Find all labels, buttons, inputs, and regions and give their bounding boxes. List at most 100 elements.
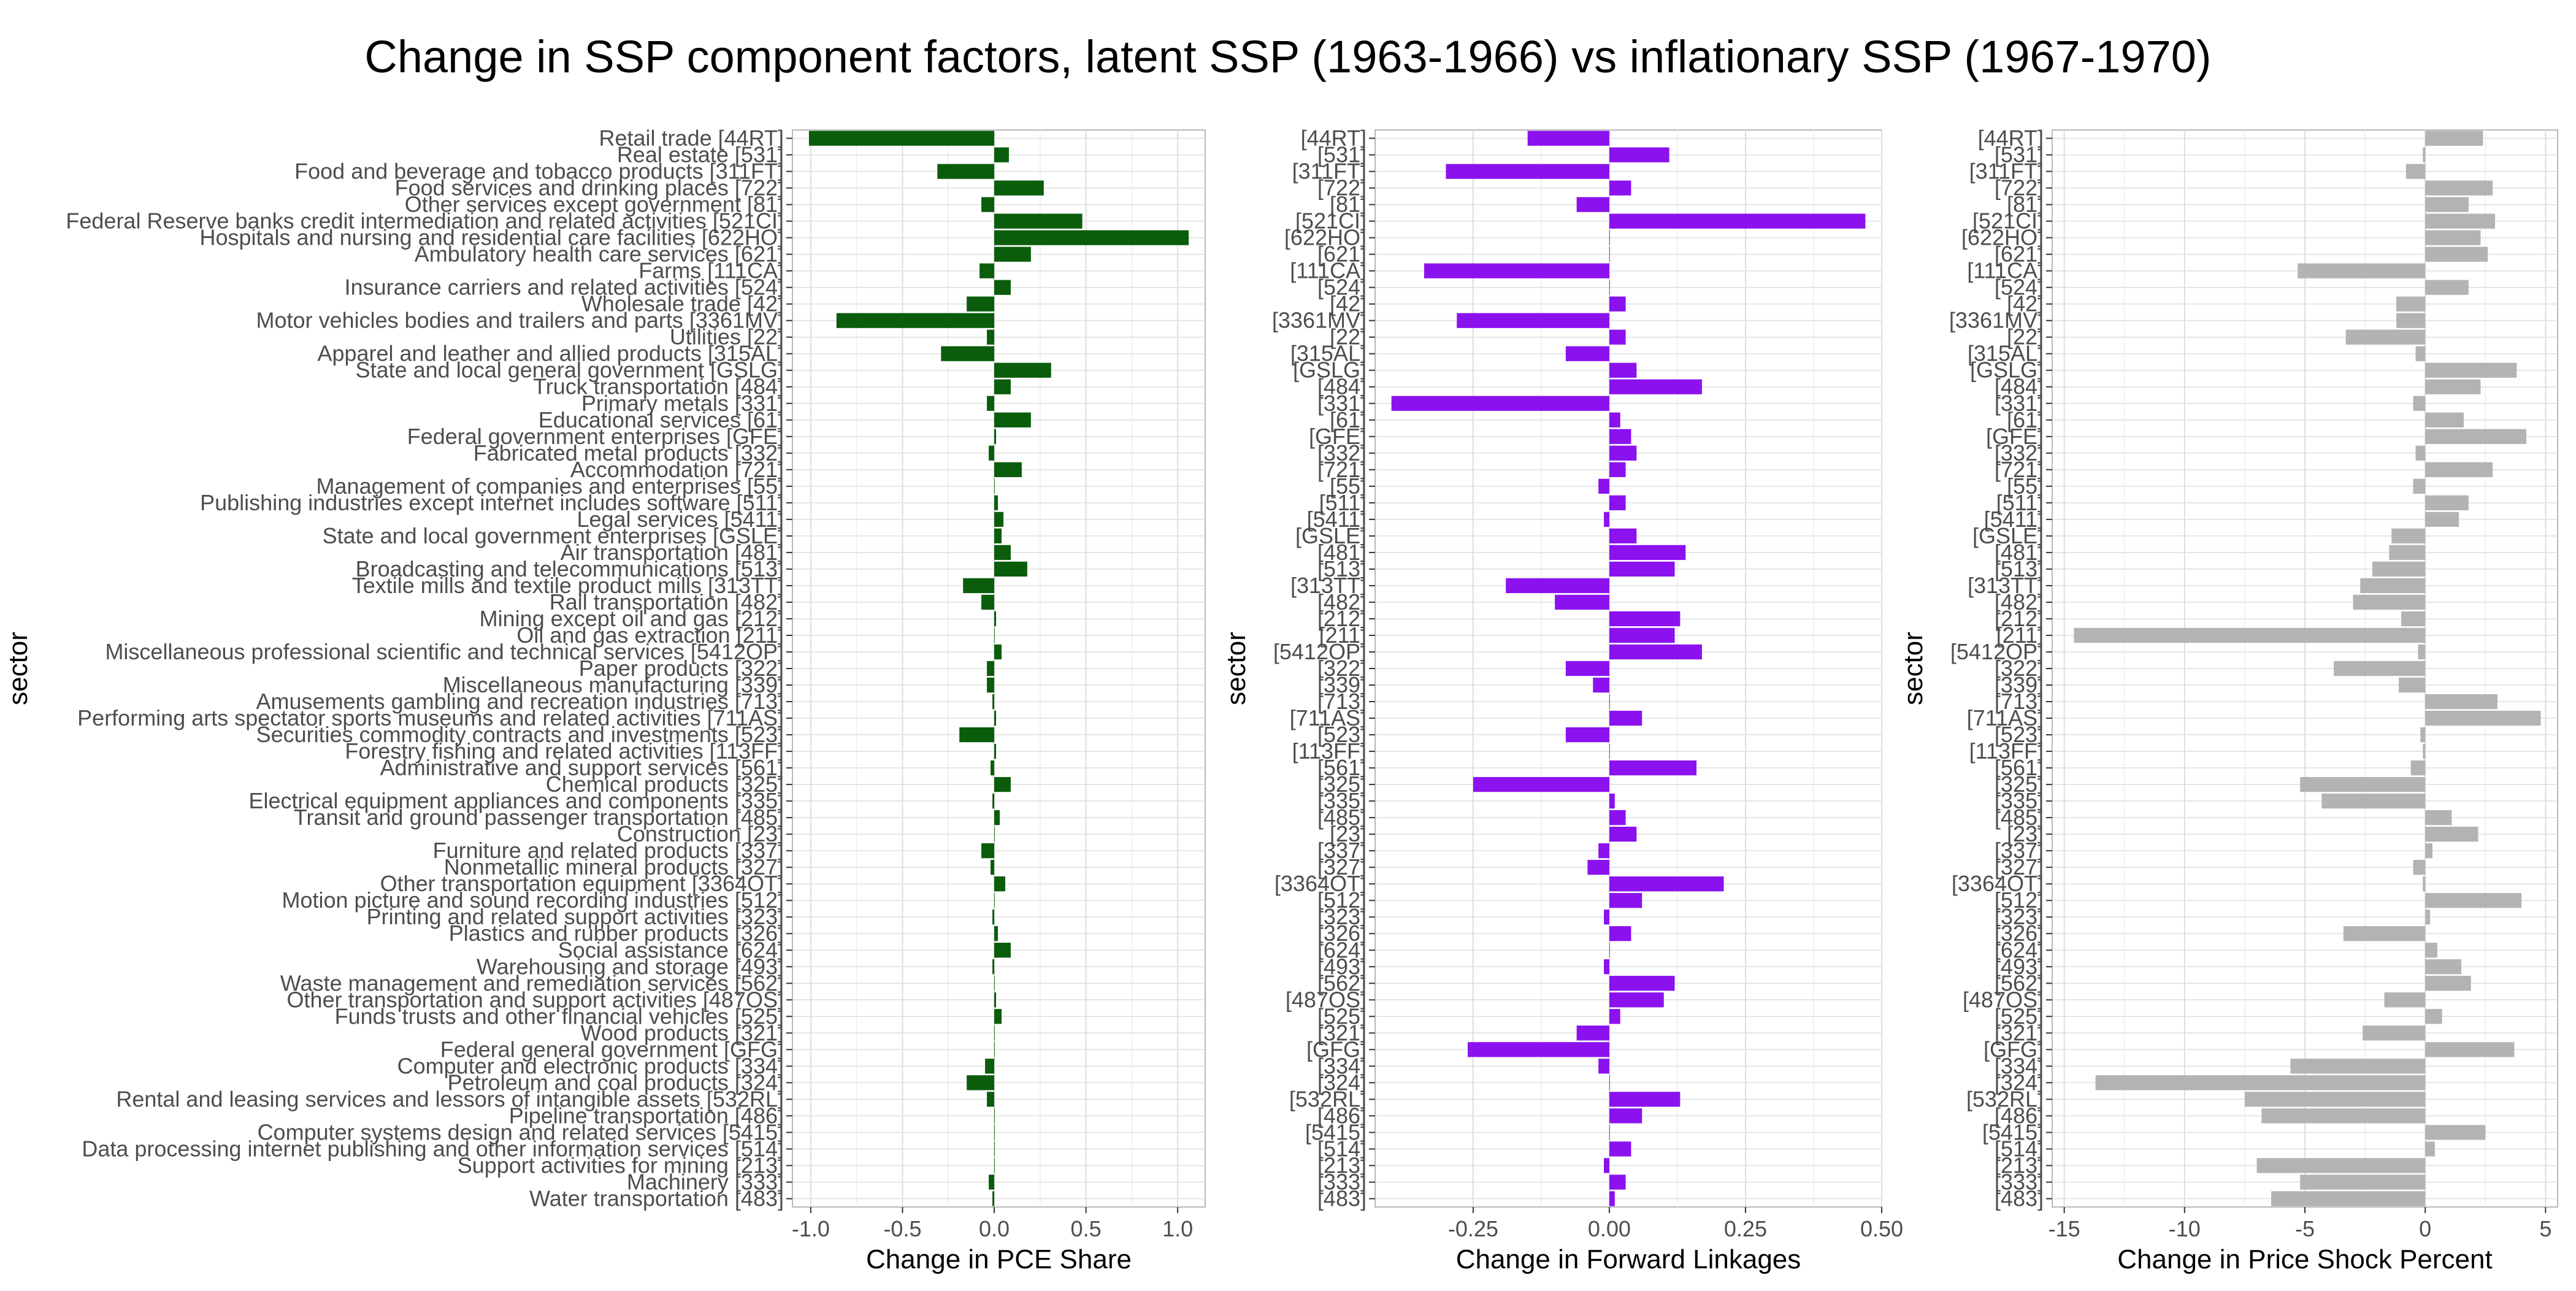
category-label: [81] bbox=[2007, 192, 2044, 217]
bar bbox=[1609, 213, 1866, 229]
category-label: [332] bbox=[1995, 440, 2044, 465]
category-label: [3361MV] bbox=[1272, 308, 1367, 333]
bar bbox=[1609, 545, 1686, 561]
category-label: [3364OT] bbox=[1952, 871, 2044, 896]
bar bbox=[994, 893, 995, 908]
bar bbox=[1473, 776, 1609, 792]
bar bbox=[994, 627, 995, 643]
bar bbox=[994, 528, 1002, 544]
category-label: [561] bbox=[1995, 755, 2044, 780]
category-label: [337] bbox=[1995, 838, 2044, 863]
bar bbox=[2353, 594, 2426, 610]
category-label: Insurance carriers and related activitie… bbox=[345, 275, 784, 300]
bar bbox=[2410, 760, 2426, 776]
category-label: Accommodation [721] bbox=[570, 457, 784, 482]
bar bbox=[2425, 213, 2495, 229]
category-label: [513] bbox=[1995, 556, 2044, 581]
x-axis-title: Change in PCE Share bbox=[866, 1244, 1132, 1274]
bar bbox=[1604, 910, 1609, 925]
category-label: Primary metals [331] bbox=[581, 391, 784, 416]
bar bbox=[994, 545, 1011, 561]
bar bbox=[994, 1025, 995, 1041]
bar bbox=[994, 412, 1031, 427]
bar bbox=[994, 511, 1003, 527]
category-label: [326] bbox=[1317, 921, 1367, 946]
category-label: Wholesale trade [42] bbox=[581, 291, 784, 316]
bar bbox=[994, 810, 1000, 826]
bar bbox=[985, 1059, 995, 1074]
x-tick-label: 0.25 bbox=[1724, 1216, 1767, 1241]
bar bbox=[994, 743, 997, 759]
bar bbox=[2389, 545, 2426, 561]
category-label: Computer systems design and related serv… bbox=[258, 1119, 784, 1144]
category-label: [5412OP] bbox=[1950, 639, 2044, 664]
bar bbox=[991, 760, 995, 776]
bar bbox=[1598, 478, 1609, 494]
category-label: Food services and drinking places [722] bbox=[395, 175, 784, 201]
category-label: Federal general government [GFG] bbox=[440, 1036, 784, 1062]
category-label: [482] bbox=[1317, 589, 1367, 615]
x-tick-label: 0.0 bbox=[979, 1216, 1010, 1241]
category-label: State and local general government [GSLG… bbox=[356, 358, 784, 383]
category-label: Waste management and remediation service… bbox=[280, 970, 784, 995]
bar bbox=[1506, 578, 1609, 594]
category-label: [524] bbox=[1317, 275, 1367, 300]
bar bbox=[2425, 230, 2481, 245]
bar bbox=[1609, 893, 1643, 908]
category-label: [621] bbox=[1317, 242, 1367, 267]
category-label: Electrical equipment appliances and comp… bbox=[248, 788, 784, 813]
bar bbox=[991, 860, 995, 875]
category-label: Educational services [61] bbox=[539, 407, 784, 432]
bar bbox=[1609, 362, 1637, 378]
bar bbox=[2298, 263, 2426, 278]
category-label: [523] bbox=[1317, 722, 1367, 747]
bar bbox=[2418, 644, 2426, 660]
category-label: [624] bbox=[1995, 937, 2044, 962]
bar bbox=[2256, 1158, 2426, 1173]
category-label: Securities commodity contracts and inves… bbox=[256, 722, 784, 747]
category-label: [315AL] bbox=[1968, 341, 2044, 366]
bar bbox=[2413, 478, 2426, 494]
category-label: [487OS] bbox=[1286, 987, 1367, 1012]
category-label: [483] bbox=[1995, 1186, 2044, 1211]
x-tick-label: -10 bbox=[2169, 1216, 2201, 1241]
category-label: Retail trade [44RT] bbox=[599, 126, 784, 151]
bar bbox=[2300, 776, 2426, 792]
category-label: [561] bbox=[1317, 755, 1367, 780]
bar bbox=[987, 661, 995, 676]
bar bbox=[2425, 379, 2481, 394]
category-label: [512] bbox=[1995, 887, 2044, 913]
bar bbox=[994, 710, 997, 726]
bar bbox=[2334, 661, 2426, 676]
bar bbox=[987, 396, 995, 411]
chart-panels: -1.0 -0.5 0.0 0.5 1.0 Retail trade [44RT]Real… bbox=[3, 126, 2558, 1274]
category-label: Other transportation and support activit… bbox=[287, 987, 784, 1012]
category-label: Management of companies and enterprises … bbox=[316, 473, 784, 499]
bar bbox=[2425, 810, 2452, 826]
bar bbox=[994, 478, 995, 494]
category-label: [713] bbox=[1317, 689, 1367, 714]
category-label: [327] bbox=[1317, 854, 1367, 879]
category-label: [481] bbox=[1317, 540, 1367, 565]
bar bbox=[1609, 627, 1675, 643]
bar bbox=[994, 213, 1083, 229]
x-axis-title: Change in Price Shock Percent bbox=[2117, 1244, 2492, 1274]
bar bbox=[994, 943, 1011, 958]
bar bbox=[2405, 164, 2426, 179]
category-label: [512] bbox=[1317, 887, 1367, 913]
category-label: [713] bbox=[1995, 689, 2044, 714]
category-label: Plastics and rubber products [326] bbox=[449, 921, 784, 946]
bar bbox=[1609, 528, 1637, 544]
category-label: [722] bbox=[1995, 175, 2044, 201]
category-label: [42] bbox=[2007, 291, 2044, 316]
bar bbox=[2425, 694, 2497, 710]
bar bbox=[994, 147, 1009, 163]
bar bbox=[2423, 743, 2426, 759]
bar bbox=[1609, 876, 1724, 892]
bar bbox=[992, 959, 995, 975]
bar bbox=[992, 910, 995, 925]
category-label: Fabricated metal products [332] bbox=[473, 440, 784, 465]
bar bbox=[2425, 1125, 2486, 1140]
bar bbox=[2074, 627, 2426, 643]
category-label: [GSLG] bbox=[1970, 358, 2044, 383]
